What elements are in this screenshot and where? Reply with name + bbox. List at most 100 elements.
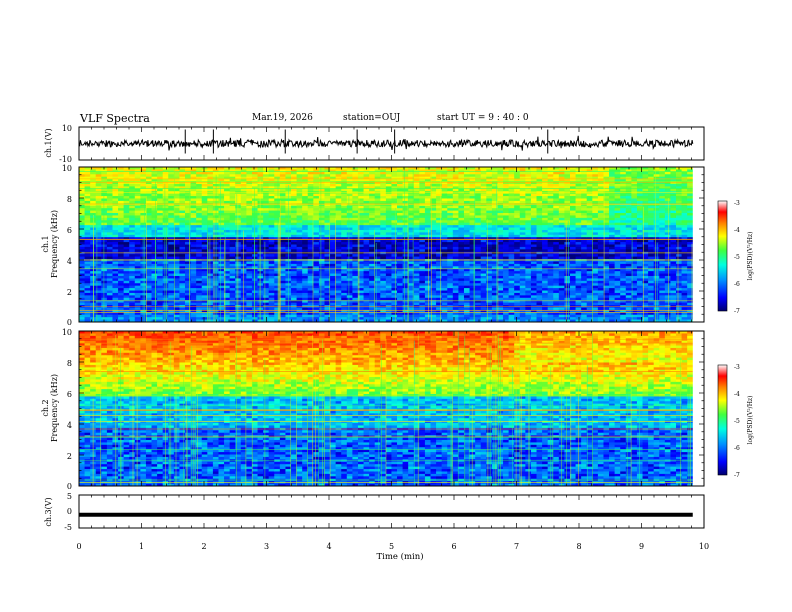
spectrogram-cell (229, 263, 236, 267)
spectrogram-cell (268, 237, 275, 241)
spectrogram-cell (374, 254, 381, 258)
spectrogram-cell (190, 309, 197, 313)
spectrogram-cell (112, 210, 119, 214)
spectrogram-cell (452, 205, 459, 209)
spectrogram-cell (324, 283, 331, 287)
spectrogram-cell (84, 186, 91, 190)
spectrogram-cell (224, 292, 231, 296)
spectrogram-cell (229, 275, 236, 279)
spectrogram-cell (79, 278, 85, 282)
spectrogram-cell (173, 244, 180, 248)
spectrogram-cell (391, 196, 398, 199)
spectrogram-cell (503, 268, 510, 272)
spectrogram-cell (157, 196, 164, 199)
spectrogram-cell (447, 225, 454, 228)
spectrogram-cell (257, 174, 264, 178)
spectrogram-cell (430, 222, 437, 226)
spectrogram-cell (84, 210, 91, 214)
spectrogram-cell (330, 208, 337, 211)
spectrogram-cell (118, 186, 125, 190)
spectrogram-cell (408, 246, 415, 250)
spectrogram-cell (90, 174, 97, 178)
spectrogram-cell (123, 246, 130, 250)
spectrogram-cell (302, 225, 309, 228)
spectrogram-cell (335, 167, 342, 170)
spectrogram-cell (307, 275, 314, 279)
spectrogram-cell (458, 314, 465, 318)
spectrogram-cell (263, 256, 270, 260)
spectrogram-cell (201, 222, 208, 226)
spectrogram-cell (503, 188, 510, 192)
spectrogram-cell (291, 261, 297, 265)
spectrogram-cell (463, 220, 470, 224)
spectrogram-cell (218, 210, 225, 214)
spectrogram-cell (486, 208, 493, 211)
spectrogram-cell (274, 278, 281, 282)
spectrogram-cell (302, 210, 309, 214)
spectrogram-cell (145, 280, 152, 284)
spectrogram-cell (246, 319, 253, 323)
spectrogram-cell (285, 174, 292, 178)
spectrogram-cell (374, 280, 381, 284)
spectrogram-cell (380, 193, 387, 197)
spectrogram-cell (257, 237, 264, 241)
spectrogram-cell (302, 244, 309, 248)
spectrogram-cell (385, 208, 392, 211)
spectrogram-cell (307, 280, 314, 284)
spectrogram-cell (430, 227, 437, 231)
spectrogram-cell (380, 261, 387, 265)
spectrogram-cell (330, 271, 337, 274)
spectrogram-cell (480, 234, 487, 238)
spectrogram-cell (179, 300, 186, 304)
spectrogram-cell (491, 297, 498, 301)
spectrogram-cell (235, 176, 242, 180)
spectrogram-cell (402, 220, 409, 224)
spectrogram-cell (201, 205, 208, 209)
spectrogram-cell (101, 200, 108, 204)
spectrogram-cell (79, 171, 85, 175)
spectrogram-cell (458, 176, 465, 180)
spectrogram-cell (240, 292, 247, 296)
spectrogram-cell (430, 275, 437, 279)
spectrogram-cell (291, 188, 297, 192)
ch1-spectrogram (79, 167, 705, 323)
spectrogram-cell (263, 188, 270, 192)
spectrogram-cell (397, 307, 404, 311)
spectrogram-cell (173, 249, 180, 253)
spectrogram-cell (134, 319, 141, 323)
spectrogram-cell (503, 300, 510, 304)
spectrogram-cell (285, 179, 292, 182)
spectrogram-cell (106, 183, 113, 187)
spectrogram-cell (475, 309, 482, 313)
spectrogram-cell (397, 210, 404, 214)
spectrogram-cell (503, 234, 510, 238)
spectrogram-cell (179, 200, 186, 204)
spectrogram-cell (229, 210, 236, 214)
spectrogram-cell (430, 217, 437, 221)
spectrogram-cell (129, 210, 136, 214)
spectrogram-cell (469, 225, 476, 228)
spectrogram-cell (475, 283, 482, 287)
spectrogram-cell (363, 210, 370, 214)
spectrogram-cell (240, 309, 247, 313)
spectrogram-cell (263, 288, 270, 291)
spectrogram-cell (330, 249, 337, 253)
spectrogram-cell (324, 309, 331, 313)
spectrogram-cell (385, 285, 392, 289)
spectrogram-cell (279, 283, 286, 287)
spectrogram-cell (263, 205, 270, 209)
spectrogram-cell (463, 256, 470, 260)
spectrogram-cell (145, 171, 152, 175)
spectrogram-cell (196, 268, 203, 272)
spectrogram-cell (324, 210, 331, 214)
spectrogram-cell (162, 297, 169, 301)
spectrogram-cell (157, 297, 164, 301)
spectrogram-cell (463, 268, 470, 272)
spectrogram-cell (324, 208, 331, 211)
spectrogram-cell (240, 213, 247, 216)
spectrogram-cell (246, 266, 253, 270)
spectrogram-cell (145, 278, 152, 282)
spectrogram-cell (369, 317, 376, 320)
spectrogram-cell (207, 186, 214, 190)
spectrogram-cell (330, 222, 337, 226)
